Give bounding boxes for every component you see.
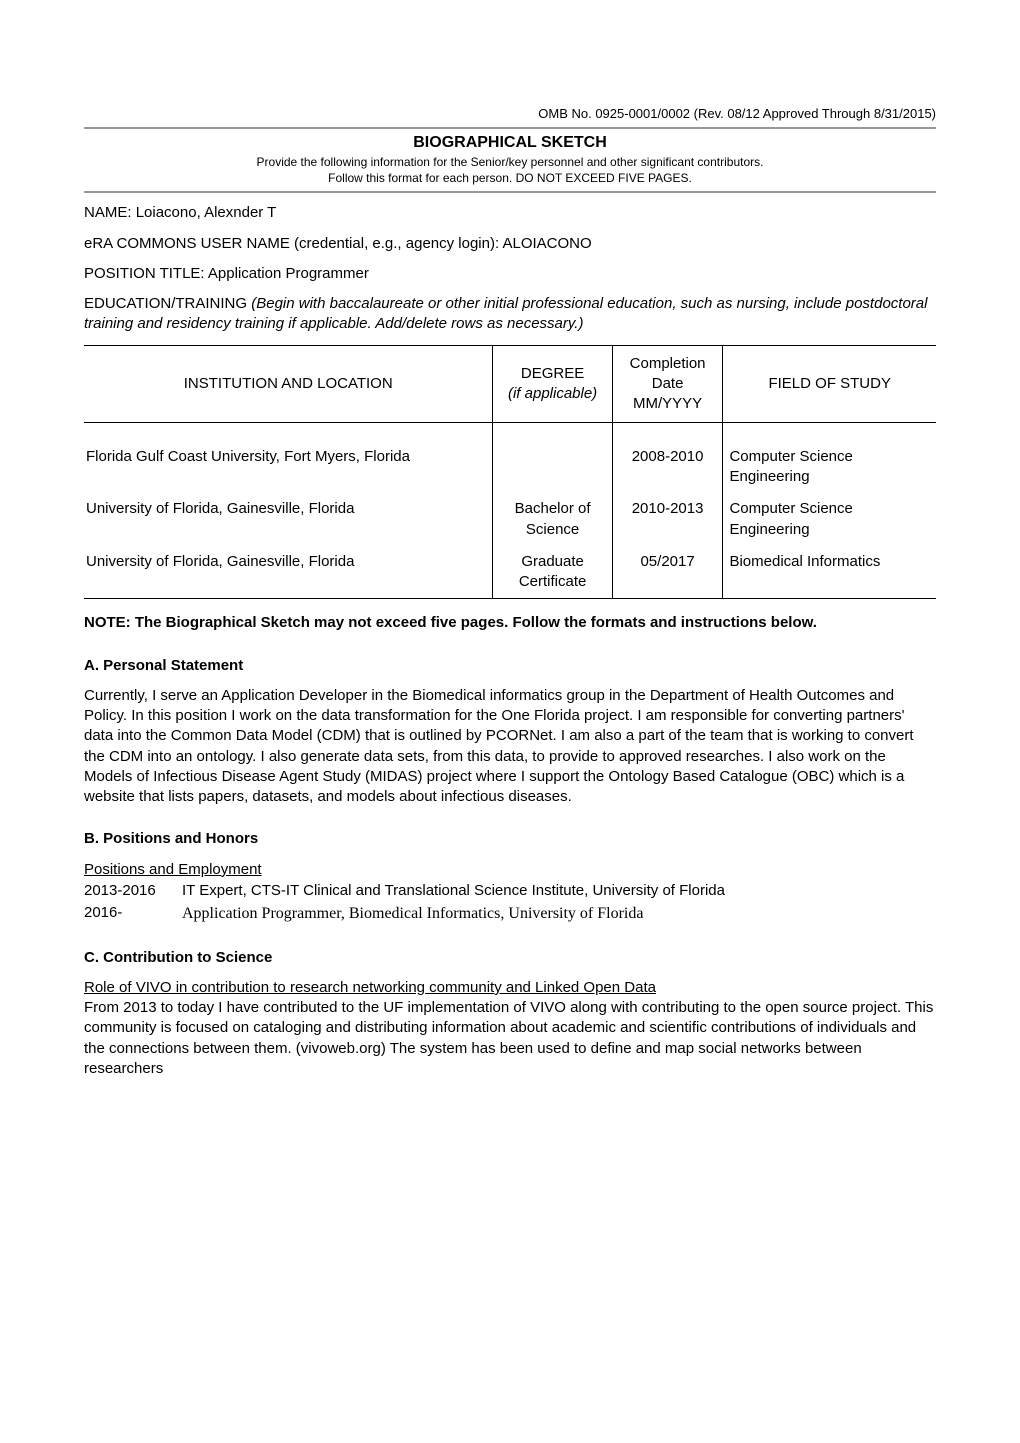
header-degree: DEGREE (if applicable): [493, 345, 612, 423]
cell-field: Computer Science Engineering: [723, 493, 936, 546]
era-value: ALOIACONO: [502, 235, 591, 252]
section-c-body: From 2013 to today I have contributed to…: [84, 998, 936, 1079]
top-rule: [84, 127, 936, 129]
header-degree-note: (if applicable): [508, 385, 597, 402]
cell-field: Computer Science Engineering: [723, 441, 936, 494]
cell-date: 2008-2010: [612, 441, 723, 494]
section-c-subtitle: Role of VIVO in contribution to research…: [84, 978, 936, 998]
table-header-row: INSTITUTION AND LOCATION DEGREE (if appl…: [84, 345, 936, 423]
cell-degree: Graduate Certificate: [493, 546, 612, 599]
position-desc: Application Programmer, Biomedical Infor…: [182, 902, 936, 926]
cell-date: 2010-2013: [612, 493, 723, 546]
cell-institution: University of Florida, Gainesville, Flor…: [84, 493, 493, 546]
table-row: Florida Gulf Coast University, Fort Myer…: [84, 441, 936, 494]
cell-field: Biomedical Informatics: [723, 546, 936, 599]
table-row: University of Florida, Gainesville, Flor…: [84, 546, 936, 599]
position-years: 2016-: [84, 902, 182, 926]
omb-number: OMB No. 0925-0001/0002 (Rev. 08/12 Appro…: [84, 105, 936, 123]
section-b-subtitle: Positions and Employment: [84, 860, 936, 880]
cell-institution: Florida Gulf Coast University, Fort Myer…: [84, 441, 493, 494]
position-row: 2013-2016 IT Expert, CTS-IT Clinical and…: [84, 880, 936, 902]
section-a-body: Currently, I serve an Application Develo…: [84, 686, 936, 808]
header-degree-text: DEGREE: [521, 365, 584, 382]
name-value: Loiacono, Alexnder T: [136, 204, 277, 221]
education-intro: EDUCATION/TRAINING (Begin with baccalaur…: [84, 294, 936, 335]
title-section: BIOGRAPHICAL SKETCH Provide the followin…: [84, 132, 936, 187]
cell-date: 05/2017: [612, 546, 723, 599]
title-bottom-rule: [84, 191, 936, 193]
position-label: POSITION TITLE:: [84, 265, 208, 282]
header-field: FIELD OF STUDY: [723, 345, 936, 423]
position-row: 2016- Application Programmer, Biomedical…: [84, 902, 936, 926]
education-table: INSTITUTION AND LOCATION DEGREE (if appl…: [84, 345, 936, 600]
name-line: NAME: Loiacono, Alexnder T: [84, 203, 936, 223]
position-value: Application Programmer: [208, 265, 369, 282]
table-row: University of Florida, Gainesville, Flor…: [84, 493, 936, 546]
header-completion: Completion Date MM/YYYY: [612, 345, 723, 423]
position-line: POSITION TITLE: Application Programmer: [84, 264, 936, 284]
positions-table: 2013-2016 IT Expert, CTS-IT Clinical and…: [84, 880, 936, 926]
header-institution: INSTITUTION AND LOCATION: [84, 345, 493, 423]
spacer-row: [84, 423, 936, 441]
era-label: eRA COMMONS USER NAME (credential, e.g.,…: [84, 235, 502, 252]
position-desc: IT Expert, CTS-IT Clinical and Translati…: [182, 880, 936, 902]
document-title: BIOGRAPHICAL SKETCH: [84, 132, 936, 154]
section-b-heading: B. Positions and Honors: [84, 829, 936, 849]
name-label: NAME:: [84, 204, 136, 221]
cell-degree: Bachelor of Science: [493, 493, 612, 546]
document-subtitle-2: Follow this format for each person. DO N…: [84, 171, 936, 187]
education-label: EDUCATION/TRAINING: [84, 295, 251, 312]
section-c-heading: C. Contribution to Science: [84, 948, 936, 968]
cell-degree: [493, 441, 612, 494]
note-text: NOTE: The Biographical Sketch may not ex…: [84, 613, 936, 633]
section-a-heading: A. Personal Statement: [84, 656, 936, 676]
document-subtitle-1: Provide the following information for th…: [84, 155, 936, 171]
era-line: eRA COMMONS USER NAME (credential, e.g.,…: [84, 234, 936, 254]
position-years: 2013-2016: [84, 880, 182, 902]
cell-institution: University of Florida, Gainesville, Flor…: [84, 546, 493, 599]
